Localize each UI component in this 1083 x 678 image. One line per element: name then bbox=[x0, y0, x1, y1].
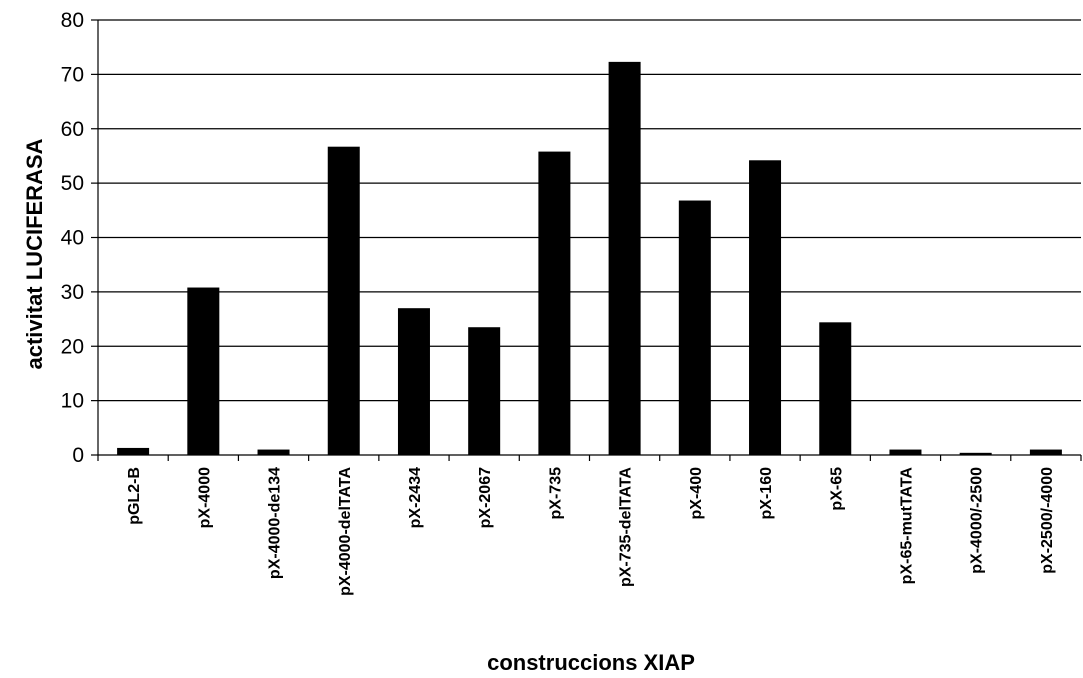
x-tick-label: pX-735-delTATA bbox=[618, 467, 635, 587]
bar bbox=[257, 449, 290, 455]
x-tick-label: pX-65-mutTATA bbox=[898, 467, 915, 585]
x-tick-label: pX-400 bbox=[688, 467, 705, 520]
bar bbox=[959, 452, 992, 455]
bar bbox=[468, 327, 501, 455]
bar bbox=[1029, 449, 1062, 455]
x-tick-label: pX-735 bbox=[547, 467, 564, 520]
y-tick-label: 10 bbox=[61, 390, 84, 413]
bar bbox=[678, 200, 711, 455]
x-axis-title: construccions XIAP bbox=[487, 650, 695, 675]
x-tick-label: pX-160 bbox=[758, 467, 775, 520]
y-tick-label: 20 bbox=[61, 335, 84, 358]
y-tick-labels: 0 10 20 30 40 50 60 70 80 bbox=[61, 9, 84, 467]
x-tick-label: pGL2-B bbox=[126, 467, 143, 525]
y-tick-label: 0 bbox=[72, 444, 84, 467]
bar bbox=[889, 449, 922, 455]
y-tick-label: 40 bbox=[61, 227, 84, 250]
bar bbox=[117, 447, 150, 455]
x-tick-label: pX-2500/-4000 bbox=[1039, 467, 1056, 574]
x-tick-label: pX-4000/-2500 bbox=[969, 467, 986, 574]
bars bbox=[117, 61, 1062, 456]
bar bbox=[608, 61, 641, 456]
axes bbox=[91, 19, 1082, 461]
x-tick-label: pX-65 bbox=[828, 467, 845, 511]
bar bbox=[397, 308, 430, 455]
x-tick-labels: pGL2-B pX-4000 pX-4000-de134 pX-4000-delTAT… bbox=[126, 467, 1056, 596]
bar bbox=[538, 151, 571, 455]
x-tick-label: pX-4000 bbox=[196, 467, 213, 528]
bar bbox=[819, 322, 852, 455]
gridlines bbox=[98, 19, 1081, 402]
y-axis-title: activitat LUCIFERASA bbox=[22, 138, 47, 369]
x-tick-label: pX-4000-de134 bbox=[267, 467, 284, 579]
x-tick-label: pX-2067 bbox=[477, 467, 494, 528]
bar bbox=[187, 287, 220, 455]
bar bbox=[749, 160, 782, 455]
x-tick-label: pX-4000-delTATA bbox=[337, 467, 354, 596]
y-tick-label: 60 bbox=[61, 118, 84, 141]
y-tick-label: 50 bbox=[61, 172, 84, 195]
y-tick-label: 30 bbox=[61, 281, 84, 304]
bar bbox=[327, 146, 360, 455]
y-tick-label: 70 bbox=[61, 63, 84, 86]
y-tick-label: 80 bbox=[61, 9, 84, 32]
x-tick-label: pX-2434 bbox=[407, 467, 424, 528]
